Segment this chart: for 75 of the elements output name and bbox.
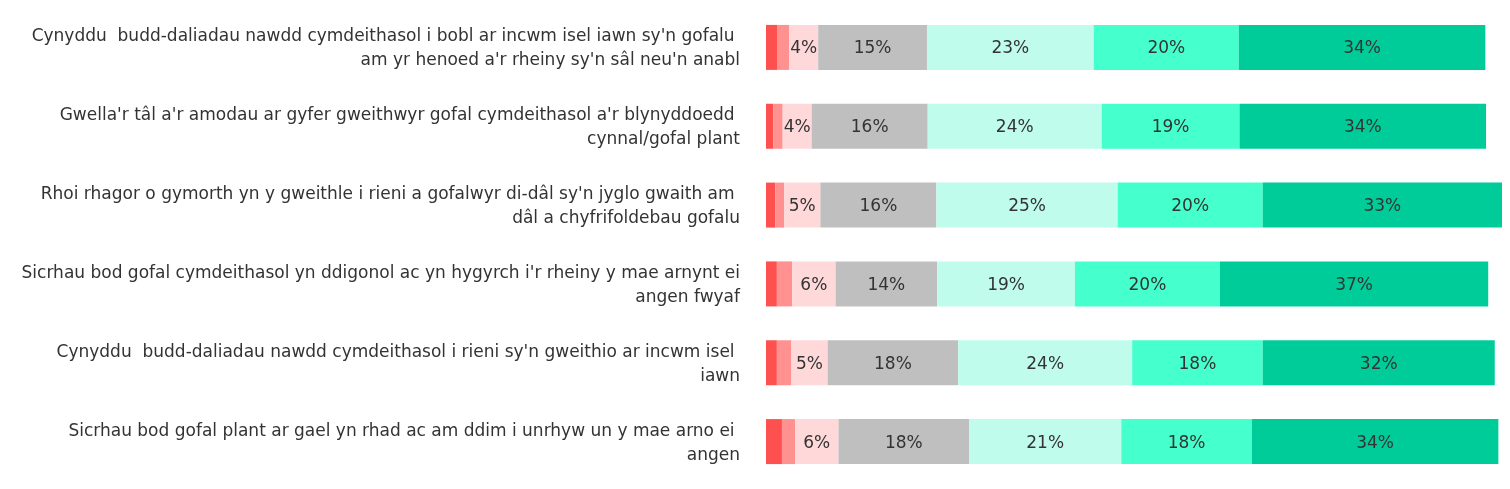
bar	[766, 340, 777, 386]
bar	[776, 261, 793, 307]
bar	[777, 24, 790, 70]
bar	[1262, 182, 1502, 228]
data-label: 32%	[1359, 352, 1398, 373]
data-label: 34%	[1356, 431, 1394, 452]
y-tick-label: Cynyddu budd-daliadau nawdd cymdeithasol i rieni sy'n gweithio ar incwm isel iawn	[56, 340, 740, 385]
data-label: 4%	[783, 116, 811, 137]
bar	[1093, 24, 1239, 70]
bar	[969, 419, 1122, 465]
data-label: 24%	[1026, 352, 1065, 373]
data-label: 5%	[796, 352, 823, 373]
data-label: 37%	[1335, 273, 1373, 294]
bar	[1121, 419, 1252, 465]
data-label: 18%	[874, 352, 912, 373]
y-tick-label: Gwella'r tâl a'r amodau ar gyfer gweithwyr gofal cymdeithasol a'r blynyddoedd cynnal/gofal plant	[59, 104, 741, 149]
y-tick-label: Sicrhau bod gofal cymdeithasol yn ddigonol ac yn hygyrch i'r rheiny y mae arnynt ei angen fwyaf	[21, 261, 742, 306]
data-label: 19%	[987, 273, 1025, 294]
bar	[775, 182, 785, 228]
bar	[776, 340, 792, 386]
bar	[766, 182, 776, 228]
data-label: 6%	[800, 273, 828, 294]
bar	[1132, 340, 1263, 386]
bar	[937, 261, 1075, 307]
bar	[795, 419, 839, 465]
bar	[827, 340, 959, 386]
bar	[820, 182, 937, 228]
bar	[811, 103, 928, 149]
data-label: 6%	[803, 431, 831, 452]
data-label: 34%	[1343, 116, 1382, 137]
data-label: 20%	[1171, 195, 1210, 216]
data-label: 15%	[853, 37, 892, 58]
data-label: 14%	[867, 273, 906, 294]
data-label: 18%	[1178, 352, 1217, 373]
bar	[958, 340, 1133, 386]
y-tick-label: Cynyddu budd-daliadau nawdd cymdeithasol i bobl ar incwm isel iawn sy'n gofalu am yr henoed a'r rheiny sy'n sâl neu'n anabl	[31, 25, 740, 70]
bar	[766, 103, 774, 149]
bar	[773, 103, 783, 149]
data-label: 34%	[1343, 37, 1381, 58]
data-label: 19%	[1151, 116, 1190, 137]
bar	[766, 419, 782, 465]
bar	[838, 419, 970, 465]
bar	[791, 340, 828, 386]
data-label: 16%	[850, 116, 889, 137]
bar	[1251, 419, 1499, 465]
bar	[1117, 182, 1263, 228]
bar	[835, 261, 938, 307]
bar	[1101, 103, 1240, 149]
bar	[1262, 340, 1495, 386]
data-label: 24%	[995, 116, 1034, 137]
data-label: 18%	[884, 431, 923, 452]
bar	[766, 24, 778, 70]
data-label: 21%	[1026, 431, 1065, 452]
bar	[1238, 24, 1486, 70]
bar	[818, 24, 927, 70]
data-label: 16%	[859, 195, 898, 216]
bar	[927, 103, 1102, 149]
data-label: 20%	[1147, 37, 1186, 58]
data-label: 33%	[1363, 195, 1402, 216]
bar	[766, 261, 777, 307]
y-tick-label: Sicrhau bod gofal plant ar gael yn rhad ac am ddim i unrhyw un y mae arno ei angen	[68, 419, 740, 464]
bar	[936, 182, 1118, 228]
bar	[1074, 261, 1220, 307]
data-label: 18%	[1167, 431, 1206, 452]
data-label: 20%	[1128, 273, 1167, 294]
data-label: 23%	[991, 37, 1030, 58]
data-label: 4%	[790, 37, 818, 58]
bar	[926, 24, 1094, 70]
y-tick-label: Rhoi rhagor o gymorth yn y gweithle i rieni a gofalwyr di-dâl sy'n jyglo gwaith am dâl a chyfrifoldebau gofalu	[40, 183, 740, 228]
bar	[1219, 261, 1489, 307]
bar	[781, 419, 795, 465]
bar	[1239, 103, 1487, 149]
data-label: 25%	[1008, 195, 1046, 216]
data-label: 5%	[788, 195, 816, 216]
bar	[792, 261, 836, 307]
